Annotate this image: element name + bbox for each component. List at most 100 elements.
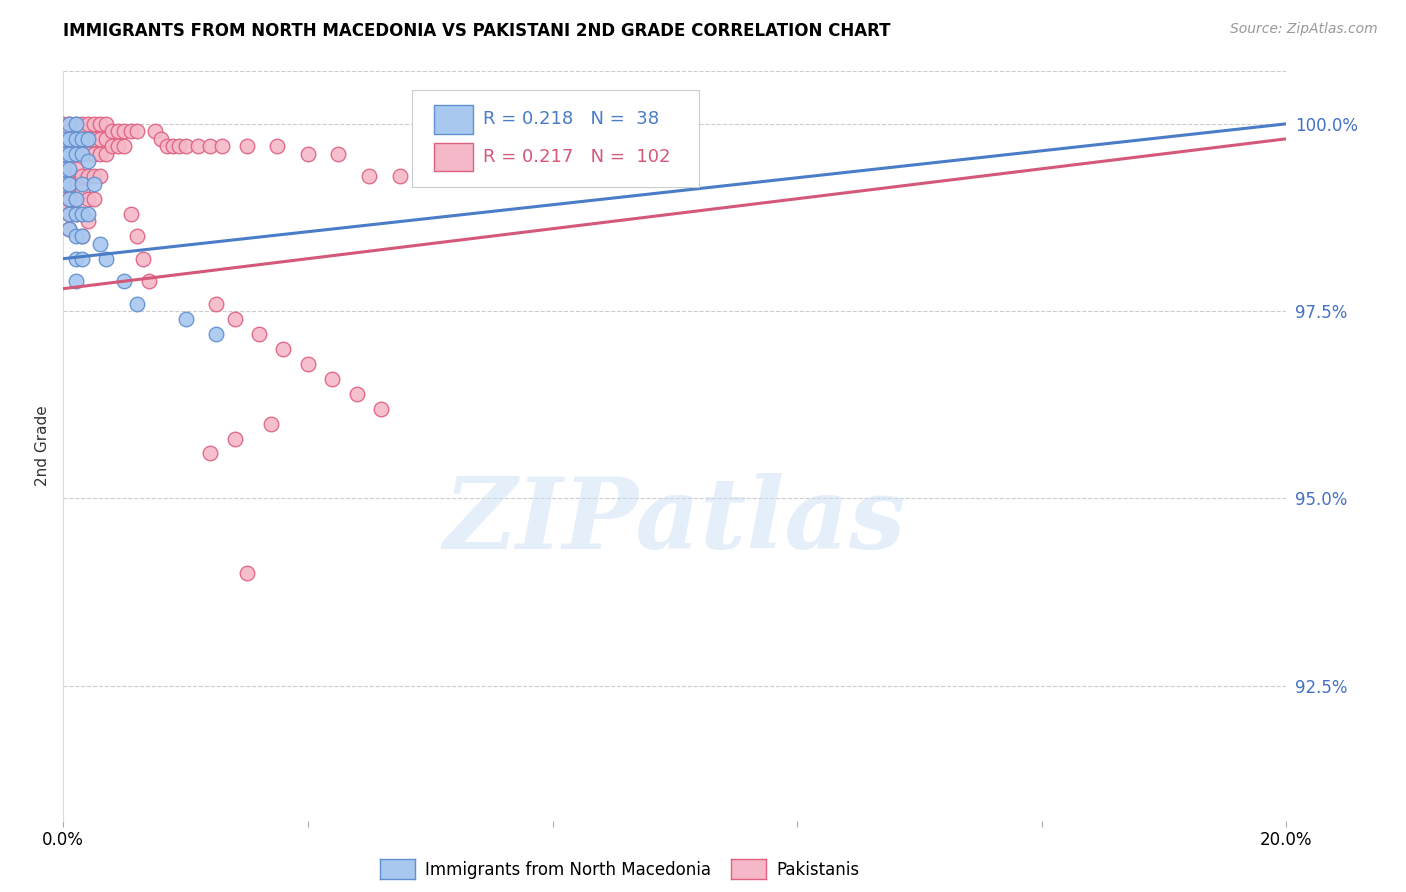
Point: [65, 177, 87, 191]
Point: [94, 117, 117, 131]
Point: [70, 207, 93, 221]
FancyBboxPatch shape: [412, 90, 699, 187]
Point: [236, 139, 259, 153]
Point: [52, 199, 75, 213]
Point: [70, 177, 93, 191]
Point: [65, 229, 87, 244]
Point: [52, 146, 75, 161]
Point: [65, 192, 87, 206]
Point: [58, 132, 80, 146]
Point: [70, 229, 93, 244]
Point: [70, 132, 93, 146]
Y-axis label: 2nd Grade: 2nd Grade: [35, 406, 51, 486]
Point: [65, 146, 87, 161]
Point: [89, 132, 111, 146]
Point: [58, 154, 80, 169]
Point: [346, 386, 368, 401]
Point: [297, 146, 319, 161]
Point: [76, 207, 98, 221]
Point: [419, 124, 441, 138]
Point: [58, 192, 80, 206]
Point: [52, 184, 75, 198]
Point: [89, 236, 111, 251]
Point: [114, 124, 135, 138]
Point: [52, 124, 75, 138]
Text: IMMIGRANTS FROM NORTH MACEDONIA VS PAKISTANI 2ND GRADE CORRELATION CHART: IMMIGRANTS FROM NORTH MACEDONIA VS PAKIS…: [63, 22, 891, 40]
Point: [52, 169, 75, 184]
Point: [70, 252, 93, 266]
FancyBboxPatch shape: [434, 143, 472, 171]
Point: [70, 146, 93, 161]
Point: [83, 146, 105, 161]
Point: [70, 207, 93, 221]
Point: [89, 117, 111, 131]
Point: [76, 154, 98, 169]
Point: [58, 207, 80, 221]
Point: [76, 146, 98, 161]
Point: [58, 177, 80, 191]
Point: [419, 169, 441, 184]
Point: [65, 207, 87, 221]
Point: [58, 169, 80, 184]
Point: [52, 132, 75, 146]
Point: [125, 124, 148, 138]
Point: [58, 192, 80, 206]
Text: ZIPatlas: ZIPatlas: [444, 473, 905, 569]
Point: [65, 192, 87, 206]
Point: [58, 221, 80, 235]
Point: [101, 139, 124, 153]
Point: [70, 169, 93, 184]
Point: [125, 229, 148, 244]
Point: [65, 207, 87, 221]
Point: [114, 274, 135, 288]
Point: [70, 124, 93, 138]
Text: Pakistanis: Pakistanis: [776, 861, 859, 879]
Point: [83, 117, 105, 131]
Point: [70, 146, 93, 161]
Point: [58, 117, 80, 131]
Point: [138, 274, 160, 288]
Point: [58, 146, 80, 161]
Point: [76, 169, 98, 184]
Point: [52, 146, 75, 161]
Text: Source: ZipAtlas.com: Source: ZipAtlas.com: [1230, 22, 1378, 37]
Point: [89, 169, 111, 184]
Point: [260, 417, 283, 431]
Point: [70, 132, 93, 146]
Point: [76, 192, 98, 206]
Point: [328, 146, 350, 161]
Point: [65, 124, 87, 138]
Point: [107, 139, 129, 153]
Text: R = 0.218   N =  38: R = 0.218 N = 38: [482, 111, 659, 128]
Point: [76, 214, 98, 228]
Point: [70, 229, 93, 244]
Point: [633, 124, 655, 138]
Point: [65, 161, 87, 176]
Point: [58, 161, 80, 176]
Point: [174, 139, 197, 153]
FancyBboxPatch shape: [434, 105, 472, 134]
Point: [174, 311, 197, 326]
Point: [94, 146, 117, 161]
Point: [83, 192, 105, 206]
Point: [52, 132, 75, 146]
Point: [58, 207, 80, 221]
Point: [247, 326, 270, 341]
Point: [70, 117, 93, 131]
Point: [205, 296, 228, 310]
Point: [205, 326, 228, 341]
Point: [107, 124, 129, 138]
Point: [224, 432, 246, 446]
Point: [94, 132, 117, 146]
Point: [58, 161, 80, 176]
Point: [101, 124, 124, 138]
Text: R = 0.217   N =  102: R = 0.217 N = 102: [482, 148, 671, 166]
Point: [266, 139, 288, 153]
Point: [65, 252, 87, 266]
Point: [321, 371, 343, 385]
Point: [94, 252, 117, 266]
Point: [114, 139, 135, 153]
Point: [58, 139, 80, 153]
Point: [58, 124, 80, 138]
Point: [162, 139, 184, 153]
